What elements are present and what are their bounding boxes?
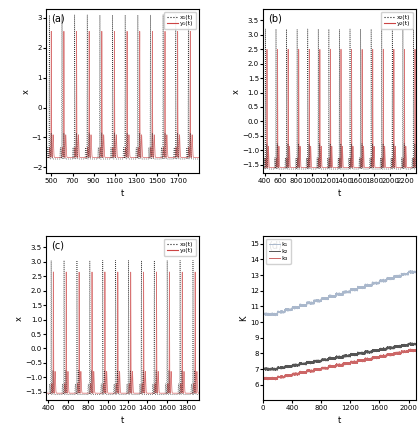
k₃ bbox=[413, 347, 418, 352]
Y-axis label: x: x bbox=[21, 88, 30, 94]
k₁ bbox=[408, 268, 413, 273]
k₁ bbox=[319, 297, 324, 302]
k₂ bbox=[408, 340, 413, 345]
k₃ bbox=[319, 366, 324, 371]
k₂ bbox=[273, 368, 278, 373]
X-axis label: t: t bbox=[121, 189, 124, 198]
Legend: x₁(t), y₁(t): x₁(t), y₁(t) bbox=[164, 12, 196, 29]
k₂ bbox=[260, 366, 265, 371]
Y-axis label: K: K bbox=[239, 315, 249, 321]
Text: (c): (c) bbox=[51, 241, 64, 251]
Y-axis label: x: x bbox=[231, 88, 240, 94]
k₂ bbox=[319, 358, 324, 363]
Line: k₃: k₃ bbox=[263, 349, 416, 380]
X-axis label: t: t bbox=[338, 189, 341, 198]
k₁ bbox=[386, 275, 391, 281]
Text: (a): (a) bbox=[51, 14, 64, 24]
Line: k₂: k₂ bbox=[263, 343, 416, 370]
k₂ bbox=[288, 364, 293, 369]
Legend: k₁, k₂, k₃: k₁, k₂, k₃ bbox=[266, 239, 291, 264]
k₁ bbox=[360, 286, 365, 291]
k₃ bbox=[352, 359, 357, 364]
Legend: x₃(t), y₃(t): x₃(t), y₃(t) bbox=[164, 239, 196, 256]
k₁ bbox=[375, 281, 380, 286]
k₃ bbox=[260, 375, 265, 381]
k₃ bbox=[288, 373, 293, 378]
Line: k₁: k₁ bbox=[263, 271, 416, 316]
k₃ bbox=[360, 359, 365, 364]
X-axis label: t: t bbox=[121, 416, 124, 425]
Y-axis label: x: x bbox=[15, 315, 24, 321]
k₃ bbox=[375, 356, 380, 361]
X-axis label: t: t bbox=[338, 416, 341, 425]
k₁ bbox=[288, 307, 293, 312]
k₂ bbox=[413, 341, 418, 346]
k₂ bbox=[352, 351, 357, 356]
k₁ bbox=[413, 269, 418, 274]
k₃ bbox=[273, 378, 278, 383]
k₃ bbox=[386, 352, 391, 357]
k₂ bbox=[386, 345, 391, 350]
k₃ bbox=[408, 346, 413, 352]
Legend: x₂(t), y₂(t): x₂(t), y₂(t) bbox=[381, 12, 413, 29]
k₂ bbox=[360, 352, 365, 357]
Text: (d): (d) bbox=[268, 241, 281, 251]
Text: (b): (b) bbox=[268, 14, 281, 24]
k₁ bbox=[273, 313, 278, 319]
k₁ bbox=[260, 311, 265, 316]
k₂ bbox=[375, 348, 380, 354]
k₁ bbox=[352, 286, 357, 292]
